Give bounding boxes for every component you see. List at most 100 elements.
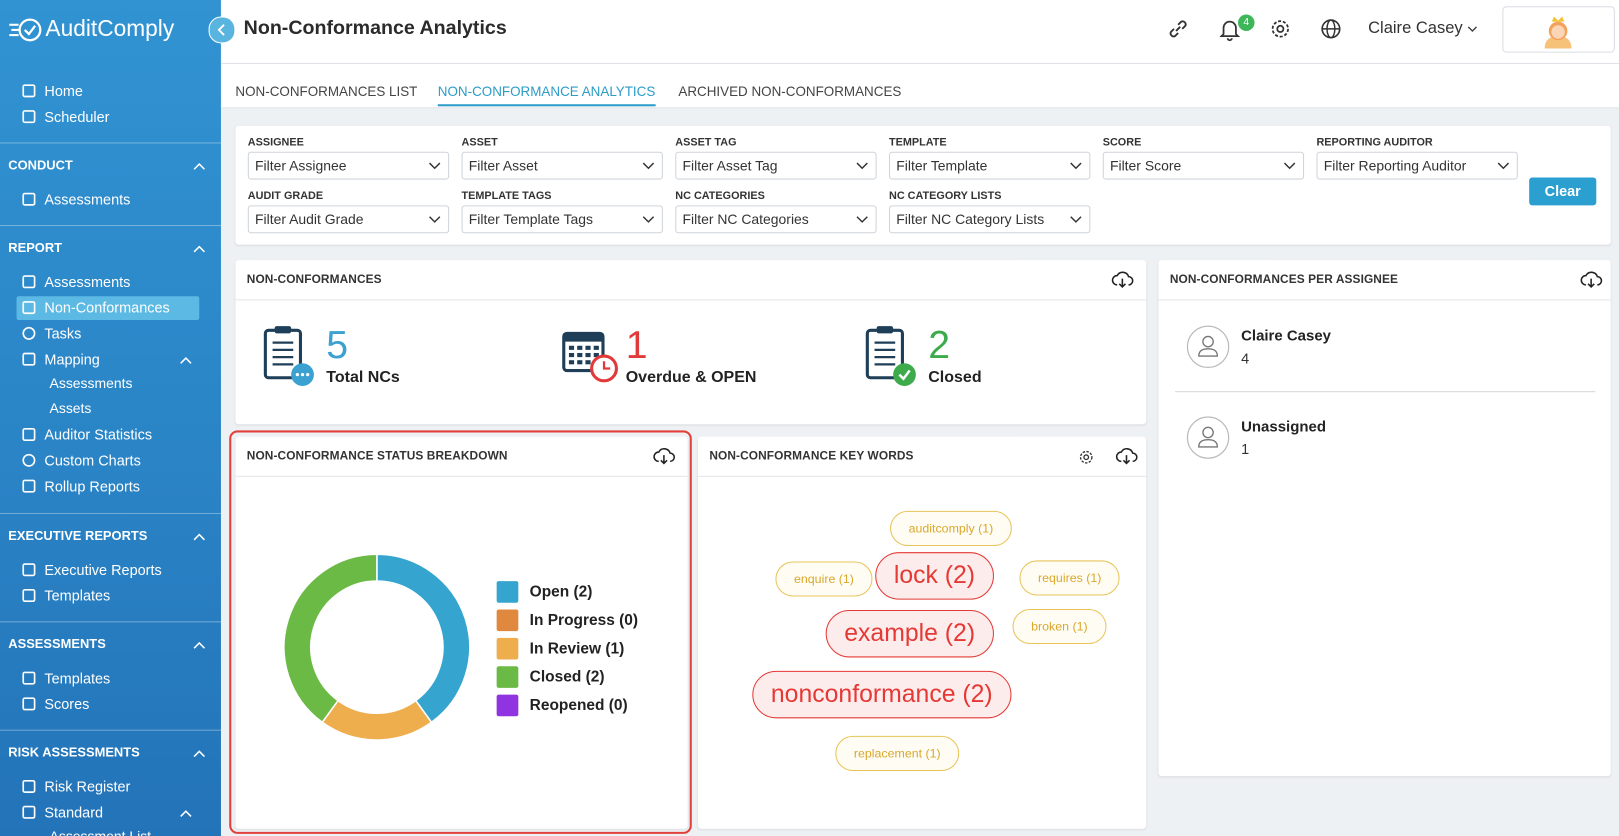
section-title[interactable]: ASSESSMENTS <box>8 636 106 652</box>
download-icon[interactable] <box>653 447 676 466</box>
badge-dot <box>295 373 300 377</box>
filter-label: TEMPLATE TAGS <box>461 189 552 203</box>
select-chevron <box>856 216 868 223</box>
nav-item[interactable]: Tasks <box>44 325 82 342</box>
assignee-count: 4 <box>1241 349 1250 367</box>
globe-icon[interactable] <box>1320 18 1343 41</box>
download-icon[interactable] <box>1580 270 1603 289</box>
filter-select[interactable]: Filter NC Categories <box>675 205 877 234</box>
nav-subitem[interactable]: Assessment List <box>50 829 151 836</box>
highlight-outline <box>229 430 692 834</box>
card-title: NON-CONFORMANCE STATUS BREAKDOWN <box>246 449 508 463</box>
section-title[interactable]: RISK ASSESSMENTS <box>8 745 140 760</box>
section-title[interactable]: CONDUCT <box>8 157 73 173</box>
filter-label: ASSET <box>461 136 498 149</box>
nav-subitem[interactable]: Assets <box>49 400 92 416</box>
filter-placeholder: Filter NC Category Lists <box>896 211 1045 228</box>
icon <box>22 275 36 289</box>
select-chevron <box>1070 216 1082 223</box>
stat-icon <box>562 331 618 383</box>
nav-item[interactable]: Mapping <box>44 350 100 368</box>
calendar-cell <box>593 345 599 350</box>
caret-line <box>193 533 205 541</box>
tab[interactable]: NON-CONFORMANCE ANALYTICS <box>437 83 656 100</box>
section-title[interactable]: EXECUTIVE REPORTS <box>8 528 148 543</box>
chevron-line <box>1283 162 1296 170</box>
legend-swatch <box>496 609 519 632</box>
filter-select[interactable]: Filter Asset Tag <box>675 151 877 180</box>
filter-placeholder: Filter Assignee <box>255 157 347 174</box>
nav-subitem[interactable]: Assessments <box>49 375 133 392</box>
keyword-tag[interactable]: lock (2) <box>875 552 994 600</box>
calendar-cell <box>568 360 575 365</box>
nav-item[interactable]: Home <box>44 82 83 100</box>
section-title[interactable]: REPORT <box>8 240 63 255</box>
icon <box>22 479 36 493</box>
nav-item[interactable]: Custom Charts <box>44 452 141 469</box>
nav-item[interactable]: Templates <box>44 587 111 604</box>
filter-select[interactable]: Filter Template Tags <box>461 205 663 234</box>
settings-icon[interactable] <box>1269 18 1292 41</box>
keyword-tag[interactable]: requires (1) <box>1019 560 1120 596</box>
nav-item[interactable]: Non-Conformances <box>44 299 170 316</box>
stat-label: Closed <box>928 368 982 387</box>
filter-select[interactable]: Filter Asset <box>461 151 663 180</box>
keyword-tag[interactable]: auditcomply (1) <box>890 510 1012 546</box>
top-bar <box>220 0 1619 64</box>
donut-chart: Open (2) In Progress (0) In Review (1) Clos… <box>283 553 638 741</box>
filter-placeholder: Filter Template Tags <box>468 211 593 228</box>
keyword-tag[interactable]: nonconformance (2) <box>752 670 1012 719</box>
icon-shape <box>22 326 36 340</box>
keyword-tag[interactable]: enquire (1) <box>775 561 873 597</box>
calendar-top <box>563 333 603 342</box>
filter-select[interactable]: Filter Template <box>889 151 1091 180</box>
chevron-line <box>856 162 868 170</box>
summary-card: NON-CONFORMANCES 5 Total NCs 1 Overdue & OP… <box>235 260 1147 425</box>
filter-placeholder: Filter Audit Grade <box>255 211 364 228</box>
icon <box>22 563 36 577</box>
avatar-box[interactable] <box>1502 6 1615 53</box>
nav-item[interactable]: Scheduler <box>44 108 110 125</box>
keyword-tag[interactable]: example (2) <box>825 609 994 658</box>
download-icon[interactable] <box>1111 270 1134 289</box>
nav-item[interactable]: Risk Register <box>44 778 131 795</box>
tab[interactable]: ARCHIVED NON-CONFORMANCES <box>678 83 902 100</box>
icon-shape <box>22 671 36 685</box>
nav-item[interactable]: Auditor Statistics <box>44 426 153 443</box>
nav-item[interactable]: Executive Reports <box>44 561 162 578</box>
icon-shape <box>22 84 36 98</box>
section-divider <box>0 142 221 144</box>
nav-item[interactable]: Templates <box>44 669 111 687</box>
bell-icon[interactable] <box>1218 18 1241 42</box>
keyword-tag[interactable]: replacement (1) <box>835 735 960 771</box>
filter-placeholder: Filter Asset <box>468 157 538 174</box>
icon-shape <box>22 563 36 577</box>
icon <box>22 301 36 315</box>
chevron-line <box>642 162 655 170</box>
caret <box>180 810 192 817</box>
select-chevron <box>1497 162 1510 170</box>
filter-select[interactable]: Filter Assignee <box>247 151 450 180</box>
nav-item[interactable]: Standard <box>44 804 104 821</box>
keyword-tag[interactable]: broken (1) <box>1012 608 1107 645</box>
tab-underline <box>437 104 656 107</box>
filter-select[interactable]: Filter Audit Grade <box>247 205 450 234</box>
nav-item[interactable]: Assessments <box>44 190 131 208</box>
nav-item[interactable]: Scores <box>44 695 90 713</box>
filter-select[interactable]: Filter Reporting Auditor <box>1316 151 1518 180</box>
tab[interactable]: NON-CONFORMANCES LIST <box>235 83 418 100</box>
collapse-button[interactable] <box>208 16 236 44</box>
download-icon[interactable] <box>1115 447 1138 466</box>
clear-button[interactable]: Clear <box>1529 177 1597 206</box>
user-name[interactable]: Claire Casey <box>1368 19 1463 38</box>
filter-select[interactable]: Filter NC Category Lists <box>889 205 1091 234</box>
link-icon[interactable] <box>1167 18 1190 41</box>
nav-item[interactable]: Rollup Reports <box>44 477 141 495</box>
calendar-cell <box>585 360 591 365</box>
filter-select[interactable]: Filter Score <box>1102 151 1305 180</box>
filter-label: NC CATEGORY LISTS <box>889 189 1002 203</box>
nav-item[interactable]: Assessments <box>44 273 131 291</box>
settings-icon[interactable] <box>1078 449 1095 466</box>
